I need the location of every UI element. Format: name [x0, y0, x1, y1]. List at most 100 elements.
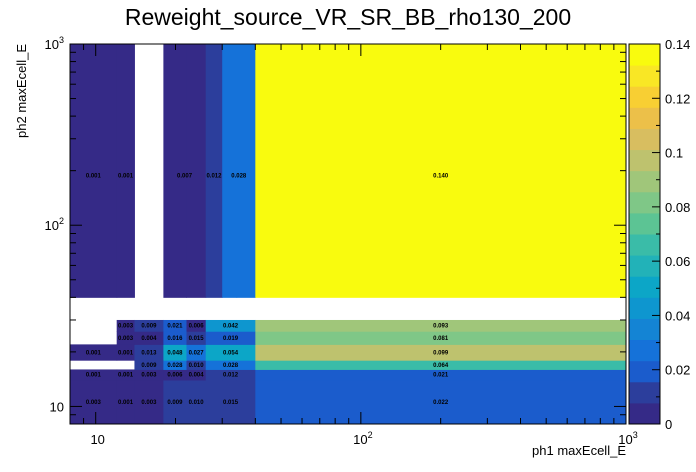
cell-value-label: 0.003: [141, 400, 157, 406]
heatmap-cell: [236, 331, 256, 345]
heatmap-cell: [255, 319, 627, 332]
palette-tick-label: 0: [665, 417, 672, 432]
palette-swatch: [629, 276, 660, 298]
cell-value-label: 0.013: [141, 350, 157, 356]
palette-swatch: [629, 360, 660, 383]
cell-value-label: 0.001: [118, 373, 134, 379]
heatmap-cell: [255, 379, 627, 425]
heatmap-cell: [134, 331, 164, 345]
heatmap-cell: [222, 360, 238, 370]
cell-value-label: 0.022: [433, 400, 449, 406]
cell-value-label: 0.003: [141, 373, 157, 379]
palette-tick-label: 0.02: [665, 363, 690, 378]
heatmap-cell: [116, 379, 135, 425]
palette-swatch: [629, 128, 660, 151]
cell-value-label: 0.001: [118, 350, 134, 356]
palette-swatch: [629, 402, 660, 425]
palette-swatch: [629, 65, 660, 87]
cell-value-label: 0.099: [433, 350, 449, 356]
palette-swatch: [629, 44, 660, 66]
cell-value-label: 0.001: [86, 350, 102, 356]
palette-tick-label: 0.08: [665, 200, 690, 215]
cell-value-label: 0.028: [223, 363, 239, 369]
heatmap-cell: [163, 369, 187, 381]
cell-value-label: 0.027: [189, 350, 205, 356]
heatmap-cell: [186, 44, 207, 298]
cell-value-label: 0.001: [118, 400, 134, 406]
heatmap-cell: [116, 344, 135, 361]
cell-value-label: 0.001: [86, 373, 102, 379]
heatmap-cell: [134, 344, 164, 361]
heatmap-cell: [163, 344, 187, 361]
palette-tick-label: 0.14: [665, 37, 690, 52]
heatmap-cell: [236, 344, 256, 361]
heatmap-cell: [236, 369, 256, 381]
heatmap-cell: [134, 360, 164, 370]
heatmap-cell: [116, 331, 135, 345]
cell-value-label: 0.004: [141, 336, 157, 342]
cell-value-label: 0.021: [167, 324, 183, 330]
heatmap-cell: [186, 360, 207, 370]
cell-value-label: 0.081: [433, 336, 449, 342]
palette-swatch: [629, 191, 660, 214]
heatmap-cell: [236, 360, 256, 370]
heatmap-cell: [205, 319, 223, 332]
cell-value-label: 0.015: [189, 336, 205, 342]
heatmap-cell: [116, 369, 135, 381]
heatmap-cell: [186, 319, 207, 332]
heatmap-cell: [134, 319, 164, 332]
heatmap-cell: [255, 344, 627, 361]
cell-value-label: 0.019: [223, 336, 239, 342]
cell-value-label: 0.003: [118, 324, 134, 330]
palette-swatch: [629, 381, 660, 404]
heatmap-cell: [186, 331, 207, 345]
cell-value-label: 0.028: [167, 363, 183, 369]
heatmap-cell: [222, 379, 238, 425]
cell-value-label: 0.004: [189, 373, 205, 379]
cell-value-label: 0.015: [223, 400, 239, 406]
heatmap-cell: [255, 369, 627, 381]
x-tick-label: 102: [353, 430, 372, 447]
palette-swatch: [629, 339, 660, 362]
heatmap-cell: [163, 44, 187, 298]
cell-value-label: 0.012: [206, 174, 222, 180]
heatmap-cell: [222, 344, 238, 361]
y-tick-label: 102: [45, 216, 64, 233]
heatmap-cell: [116, 44, 135, 298]
chart-title: Reweight_source_VR_SR_BB_rho130_200: [124, 4, 572, 30]
heatmap-cell: [255, 360, 627, 370]
heatmap-cell: [186, 369, 207, 381]
cell-value-label: 0.009: [141, 363, 157, 369]
heatmap-cell: [236, 379, 256, 425]
heatmap-cell: [70, 379, 118, 425]
cell-value-label: 0.048: [167, 350, 183, 356]
heatmap-cell: [236, 44, 256, 298]
cell-value-label: 0.006: [189, 324, 205, 330]
heatmap-cell: [70, 44, 118, 298]
heatmap-cells: [70, 44, 627, 425]
cell-value-label: 0.093: [433, 324, 449, 330]
cell-value-label: 0.001: [86, 174, 102, 180]
cell-value-label: 0.009: [167, 400, 183, 406]
heatmap-cell: [205, 369, 223, 381]
cell-value-label: 0.016: [167, 336, 183, 342]
heatmap-cell: [116, 319, 135, 332]
cell-value-label: 0.021: [433, 373, 449, 379]
heatmap-cell: [70, 344, 118, 361]
palette-tick-label: 0.1: [665, 146, 683, 161]
heatmap-cell: [134, 379, 164, 425]
heatmap-cell: [222, 369, 238, 381]
heatmap-cell: [222, 44, 238, 298]
heatmap-cell: [186, 379, 207, 425]
cell-labels: 0.003 0.001 0.003 0.009 0.010 0.015 0.022 0.001…: [86, 174, 449, 406]
palette-swatch: [629, 318, 660, 341]
heatmap-cell: [222, 319, 238, 332]
heatmap-cell: [255, 331, 627, 345]
cell-value-label: 0.010: [189, 400, 205, 406]
heatmap-cell: [163, 331, 187, 345]
cell-value-label: 0.009: [141, 324, 157, 330]
palette-swatch: [629, 86, 660, 108]
heatmap-cell: [222, 331, 238, 345]
palette-swatch: [629, 255, 660, 277]
palette-swatch: [629, 170, 660, 193]
